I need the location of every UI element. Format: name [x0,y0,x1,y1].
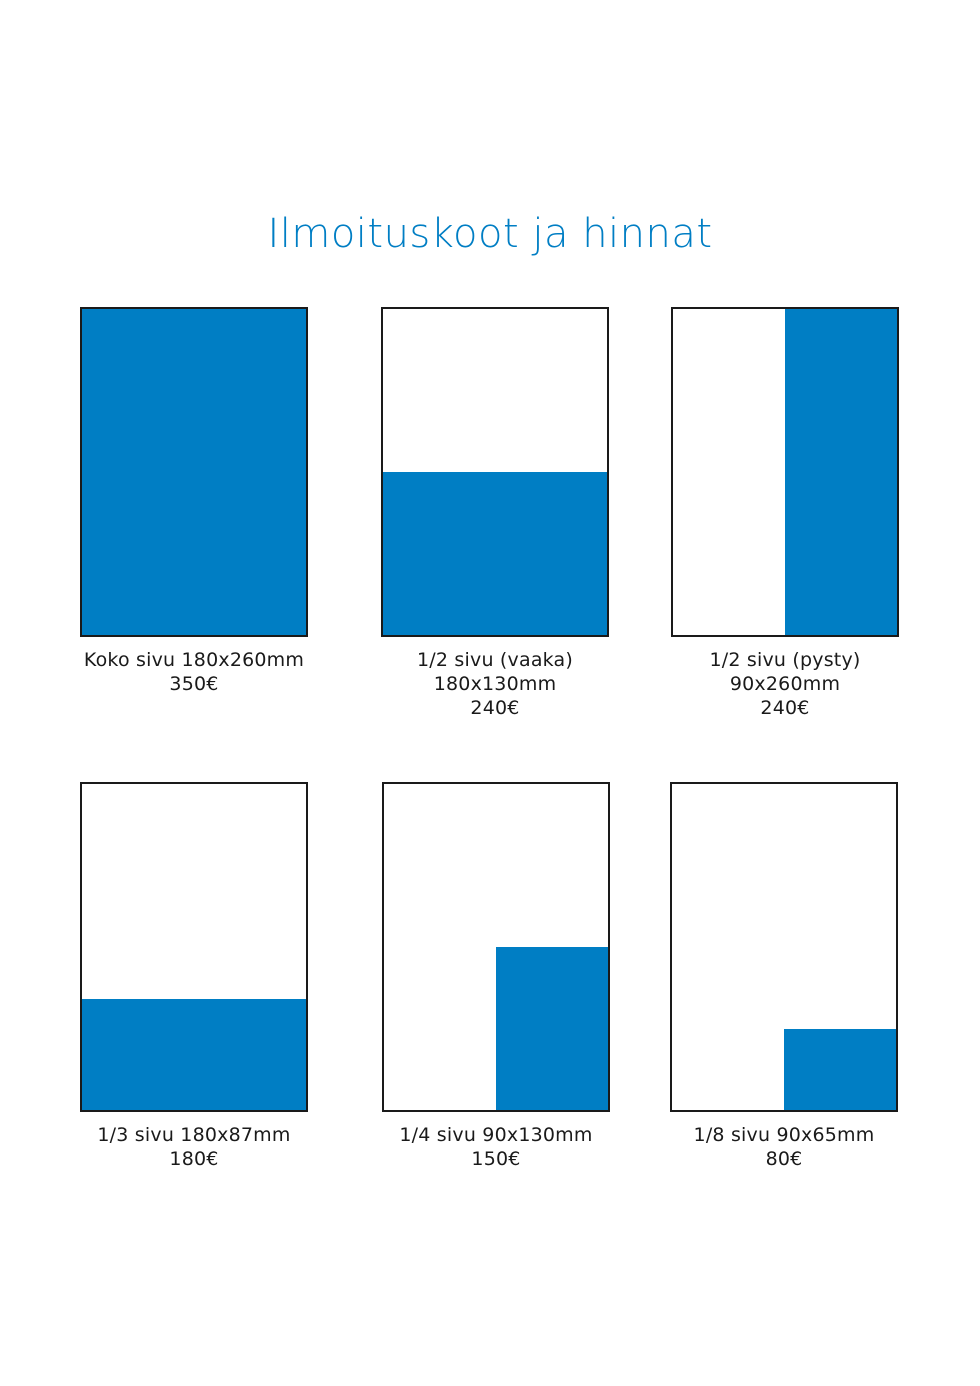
ad-size-label: 1/2 sivu (pysty) [709,649,861,671]
ad-caption-half-vertical: 1/2 sivu (pysty) 90x260mm 240€ [655,648,915,720]
ad-preview-quarter-page [382,782,610,1112]
ad-size-label: 1/3 sivu 180x87mm [97,1124,291,1146]
ad-size-label: 1/8 sivu 90x65mm [693,1124,875,1146]
ad-area-quarter-page [496,947,608,1110]
ad-price-label: 240€ [470,697,520,719]
ad-price-label: 350€ [169,673,219,695]
ad-preview-half-vertical [671,307,899,637]
ad-preview-half-horizontal [381,307,609,637]
ad-size-label: 1/4 sivu 90x130mm [399,1124,593,1146]
ad-size-label: Koko sivu 180x260mm [83,649,305,671]
ad-caption-third-page: 1/3 sivu 180x87mm 180€ [64,1123,324,1171]
ad-dimensions-label: 180x130mm [433,673,557,695]
ad-preview-full-page [80,307,308,637]
ad-preview-third-page [80,782,308,1112]
ad-caption-full-page: Koko sivu 180x260mm 350€ [64,648,324,696]
ad-price-label: 240€ [760,697,810,719]
page-title: Ilmoituskoot ja hinnat [267,211,713,257]
ad-area-half-horizontal [383,472,607,635]
ad-dimensions-label: 90x260mm [729,673,841,695]
ad-area-half-vertical [785,309,897,635]
ad-caption-half-horizontal: 1/2 sivu (vaaka) 180x130mm 240€ [365,648,625,720]
ad-price-label: 180€ [169,1148,219,1170]
ad-size-label: 1/2 sivu (vaaka) [417,649,573,671]
ad-area-third-page [82,999,306,1110]
ad-preview-eighth-page [670,782,898,1112]
ad-caption-eighth-page: 1/8 sivu 90x65mm 80€ [654,1123,914,1171]
ad-price-label: 150€ [471,1148,521,1170]
ad-area-eighth-page [784,1028,896,1110]
ad-area-full-page [82,309,306,635]
ad-price-label: 80€ [765,1148,803,1170]
ad-caption-quarter-page: 1/4 sivu 90x130mm 150€ [366,1123,626,1171]
